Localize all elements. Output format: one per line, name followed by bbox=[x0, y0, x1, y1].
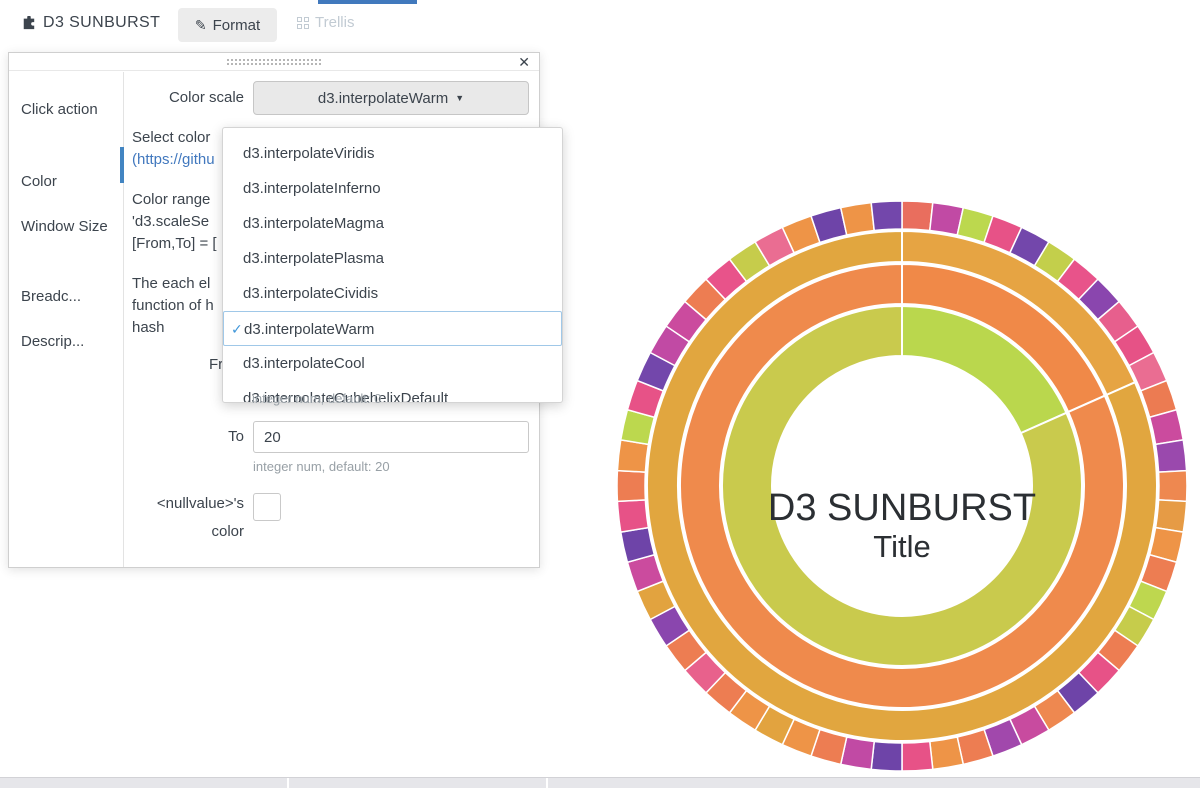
trellis-grid-icon bbox=[297, 17, 309, 29]
color-scale-dropdown-menu: d3.interpolateViridis d3.interpolateInfe… bbox=[222, 127, 563, 403]
close-icon[interactable]: ✕ bbox=[518, 54, 530, 70]
sidebar-item-color[interactable]: Color bbox=[21, 170, 113, 193]
dropdown-item-inferno[interactable]: d3.interpolateInferno bbox=[223, 171, 562, 206]
active-tab-indicator bbox=[318, 0, 417, 4]
color-scale-label: Color scale bbox=[69, 89, 244, 106]
desc-p3-l1: The each el bbox=[132, 275, 210, 292]
sunburst-segment[interactable] bbox=[930, 737, 963, 769]
caret-down-icon: ▼ bbox=[455, 94, 464, 103]
trellis-button[interactable]: Trellis bbox=[297, 14, 354, 31]
sunburst-segment[interactable] bbox=[1156, 440, 1187, 472]
format-button-label: Format bbox=[213, 17, 261, 34]
sunburst-segment[interactable] bbox=[871, 201, 902, 231]
sidebar-item-breadcrumbs[interactable]: Breadc... bbox=[21, 285, 113, 308]
nullvalue-color-swatch[interactable] bbox=[253, 493, 281, 521]
to-input[interactable] bbox=[253, 421, 529, 453]
dropdown-item-viridis[interactable]: d3.interpolateViridis bbox=[223, 136, 562, 171]
desc-p2-l3: [From,To] = [ bbox=[132, 235, 217, 252]
sunburst-svg: D3 SUNBURST Title bbox=[600, 190, 1200, 788]
sunburst-segment[interactable] bbox=[902, 201, 933, 231]
check-icon: ✓ bbox=[231, 312, 243, 347]
dropdown-item-cividis[interactable]: d3.interpolateCividis bbox=[223, 276, 562, 311]
bottom-panel-edge bbox=[0, 777, 1200, 788]
panel-title-strip: ✕ bbox=[9, 53, 539, 71]
desc-p2-l1: Color range bbox=[132, 191, 210, 208]
desc-p2-l2: 'd3.scaleSe bbox=[132, 213, 209, 230]
dropdown-item-warm[interactable]: ✓ d3.interpolateWarm bbox=[223, 311, 562, 346]
sunburst-segment[interactable] bbox=[841, 203, 874, 235]
nullvalue-color-label: <nullvalue>'s color bbox=[69, 490, 244, 546]
page-title: D3 SUNBURST bbox=[43, 14, 160, 32]
trellis-button-label: Trellis bbox=[315, 14, 354, 31]
pencil-icon: ✎ bbox=[195, 18, 207, 32]
sunburst-segment[interactable] bbox=[1159, 471, 1187, 502]
dropdown-item-cool[interactable]: d3.interpolateCool bbox=[223, 346, 562, 381]
bottom-edge-divider bbox=[546, 778, 548, 788]
viz-title-block: D3 SUNBURST bbox=[22, 14, 160, 32]
to-field-label: To bbox=[69, 428, 244, 445]
from-field-label: From bbox=[69, 356, 244, 373]
puzzle-icon bbox=[22, 16, 37, 31]
dropdown-item-plasma[interactable]: d3.interpolatePlasma bbox=[223, 241, 562, 276]
desc-p3-l3: hash bbox=[132, 319, 165, 336]
color-scale-dropdown-button[interactable]: d3.interpolateWarm ▼ bbox=[253, 81, 529, 115]
active-item-indicator bbox=[120, 147, 124, 183]
color-scale-value: d3.interpolateWarm bbox=[318, 90, 448, 107]
dropdown-notch bbox=[507, 127, 523, 135]
from-field-helper: integer num, default: 0 bbox=[252, 391, 381, 406]
sunburst-segment[interactable] bbox=[617, 440, 648, 472]
sunburst-segment[interactable] bbox=[617, 471, 645, 502]
desc-p1-l1: Select color bbox=[132, 129, 210, 146]
sidebar-item-description[interactable]: Descrip... bbox=[21, 330, 113, 353]
sidebar-item-window-size[interactable]: Window Size bbox=[21, 215, 113, 238]
sunburst-segment[interactable] bbox=[902, 741, 933, 771]
desc-p3-l2: function of h bbox=[132, 297, 214, 314]
bottom-edge-divider bbox=[287, 778, 289, 788]
app-screen: D3 SUNBURST ✎ Format Trellis ✕ Click act… bbox=[0, 0, 1200, 788]
desc-link[interactable]: (https://githu bbox=[132, 151, 215, 168]
sunburst-segment[interactable] bbox=[617, 500, 648, 532]
sunburst-segment[interactable] bbox=[871, 741, 902, 771]
to-field-helper: integer num, default: 20 bbox=[253, 459, 390, 474]
sunburst-segment[interactable] bbox=[1156, 500, 1187, 532]
sunburst-center-title: D3 SUNBURST bbox=[768, 487, 1036, 529]
sunburst-chart: D3 SUNBURST Title bbox=[600, 190, 1200, 788]
dropdown-item-magma[interactable]: d3.interpolateMagma bbox=[223, 206, 562, 241]
format-button[interactable]: ✎ Format bbox=[178, 8, 277, 42]
sunburst-center-subtitle: Title bbox=[873, 529, 930, 564]
drag-handle[interactable] bbox=[226, 58, 322, 66]
